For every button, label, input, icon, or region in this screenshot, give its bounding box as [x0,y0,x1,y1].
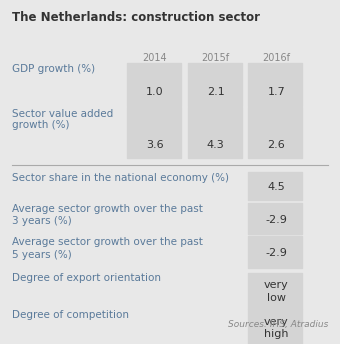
Bar [249,172,302,200]
Text: -2.9: -2.9 [265,215,287,225]
Bar [249,63,302,106]
Text: Sector value added
growth (%): Sector value added growth (%) [12,109,113,130]
Bar [188,63,242,106]
Text: 2015f: 2015f [202,53,230,63]
Text: very
high: very high [264,317,289,339]
Text: 1.0: 1.0 [146,87,164,97]
Text: very
low: very low [264,280,289,303]
Text: 4.5: 4.5 [267,182,285,192]
Text: -2.9: -2.9 [265,248,287,258]
Text: Sector share in the national economy (%): Sector share in the national economy (%) [12,173,228,183]
Text: Average sector growth over the past
3 years (%): Average sector growth over the past 3 ye… [12,204,202,226]
Text: Average sector growth over the past
5 years (%): Average sector growth over the past 5 ye… [12,237,202,259]
Text: Degree of export orientation: Degree of export orientation [12,273,160,283]
Bar [249,309,302,344]
Text: Sources: IHS, Atradius: Sources: IHS, Atradius [228,320,328,329]
Bar [249,107,302,159]
Text: 2.1: 2.1 [207,87,224,97]
Text: GDP growth (%): GDP growth (%) [12,64,95,74]
Text: The Netherlands: construction sector: The Netherlands: construction sector [12,11,259,24]
Bar [249,272,302,309]
Text: 2.6: 2.6 [267,140,285,150]
Bar [249,203,302,235]
Text: 4.3: 4.3 [207,140,224,150]
Bar [127,63,181,106]
Bar [188,107,242,159]
Text: Degree of competition: Degree of competition [12,310,129,320]
Text: 1.7: 1.7 [267,87,285,97]
Text: 3.6: 3.6 [146,140,164,150]
Text: 2016f: 2016f [262,53,290,63]
Bar [127,107,181,159]
Bar [249,236,302,268]
Text: 2014: 2014 [142,53,167,63]
